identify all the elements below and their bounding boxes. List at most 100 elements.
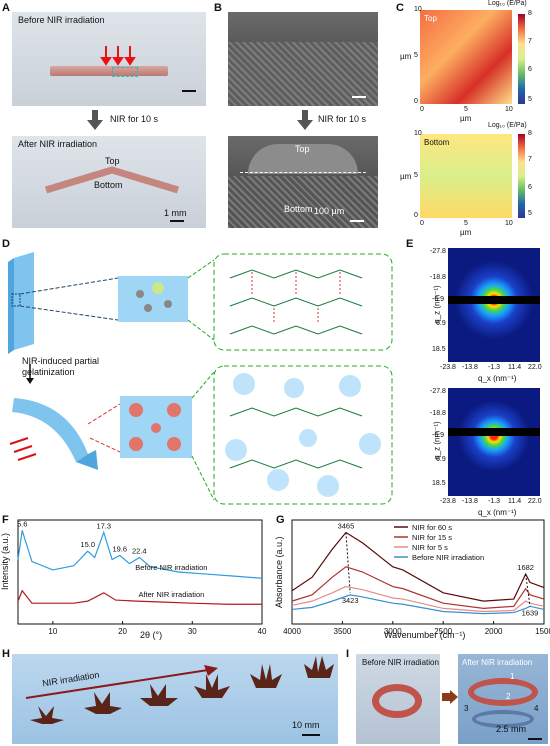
scale-label: 2.5 mm (496, 724, 527, 734)
plot-frame (291, 519, 545, 625)
x-tick-label: 20 (118, 627, 127, 636)
marker-number: 2 (506, 692, 511, 701)
scale-bar (170, 220, 184, 222)
ring-flat (372, 684, 422, 718)
y-tick: 10 (414, 130, 422, 137)
colorbar-tick: 8 (528, 10, 532, 17)
colorbar-tick: 6 (528, 66, 532, 73)
waxs-pattern-bottom (448, 388, 540, 496)
y-tick: 18.5 (432, 480, 446, 487)
colorbar-title: Log₁₀ (E/Pa) (488, 122, 527, 129)
scale-bar (350, 220, 364, 222)
ring-reflection (472, 710, 534, 728)
x-tick: 10 (505, 106, 513, 113)
panel-label-b: B (214, 2, 222, 14)
y-tick: 5 (414, 172, 418, 179)
x-tick: 0 (420, 106, 424, 113)
y-tick: 5 (414, 52, 418, 59)
y-tick: -27.8 (430, 248, 446, 255)
colorbar-tick: 6 (528, 184, 532, 191)
x-tick: -13.8 (462, 498, 478, 505)
marker-number: 1 (510, 672, 515, 681)
panel-label-g: G (276, 514, 285, 526)
scale-bar (302, 734, 320, 736)
x-tick-label: 4000 (283, 627, 301, 636)
series-label: After NIR irradiation (138, 590, 204, 599)
panel-label-f: F (2, 514, 9, 526)
panel-label-i: I (346, 648, 350, 660)
y-tick: -18.8 (430, 274, 446, 281)
x-tick-label: 30 (188, 627, 197, 636)
colorbar-tick: 5 (528, 210, 532, 217)
x-axis-label: 2θ (°) (140, 630, 163, 640)
chart-g: 400035003000250020001500NIR for 60 sNIR … (283, 519, 550, 636)
irradiation-arrow-icon (25, 665, 218, 699)
red-arrows-icon (100, 46, 136, 66)
label-before: Before NIR irradiation (18, 15, 105, 25)
down-arrow-icon (87, 110, 103, 130)
photo-i-before: Before NIR irradiation (356, 654, 440, 744)
x-tick: 10 (505, 220, 513, 227)
ring-bent (468, 678, 538, 706)
peak-label: 15.0 (80, 540, 95, 549)
x-axis-label: µm (460, 114, 472, 123)
right-arrow-icon (442, 690, 458, 704)
panel-label-h: H (2, 648, 10, 660)
x-tick-label: 3500 (334, 627, 352, 636)
marker-number: 4 (534, 704, 539, 713)
annotation: 1639 (522, 609, 539, 618)
y-tick: 6.9 (436, 456, 446, 463)
x-tick: -23.8 (440, 498, 456, 505)
panel-label-a: A (2, 2, 10, 14)
label-top: Top (295, 144, 310, 154)
peak-label: 19.6 (112, 544, 127, 553)
label-bottom: Bottom (284, 204, 313, 214)
photo-i-after: After NIR irradiation 1 2 3 4 2.5 mm (458, 654, 548, 744)
marker-number: 3 (464, 704, 469, 713)
scale-bar (352, 96, 366, 98)
colorbar (518, 14, 525, 104)
colorbar-tick: 5 (528, 96, 532, 103)
legend-label: NIR for 5 s (412, 543, 448, 552)
x-tick: 0 (420, 220, 424, 227)
down-arrow-icon (297, 110, 313, 130)
y-tick: 0 (414, 212, 418, 219)
annotation: 3423 (342, 596, 359, 605)
sem-image-before (228, 12, 378, 106)
x-tick: 22.0 (528, 364, 542, 371)
annotation: 3465 (338, 521, 355, 530)
afm-map-bottom: Bottom (420, 134, 512, 218)
y-tick: 18.5 (432, 346, 446, 353)
annotation: 1682 (517, 563, 534, 572)
x-tick-label: 3000 (384, 627, 402, 636)
colorbar-tick: 8 (528, 130, 532, 137)
y-axis-label: µm (400, 172, 412, 181)
label-before: Before NIR irradiation (362, 658, 439, 667)
y-axis-label: µm (400, 52, 412, 61)
y-tick: -6.9 (432, 296, 445, 303)
photo-a-after: After NIR irradiation Top Bottom 1 mm (12, 136, 206, 228)
x-tick: 5 (464, 220, 468, 227)
x-tick: -13.8 (462, 364, 478, 371)
y-tick: -18.8 (430, 410, 446, 417)
map-tag-top: Top (424, 14, 437, 23)
afm-map-top: Top (420, 10, 512, 104)
step-label-a: NIR for 10 s (110, 114, 159, 124)
label-after: After NIR irradiation (462, 658, 533, 667)
y-tick: -27.8 (430, 388, 446, 395)
label-bottom: Bottom (94, 180, 123, 190)
legend-label: NIR for 15 s (412, 533, 452, 542)
y-axis-label: Intensity (a.u.) (0, 532, 10, 590)
colorbar-tick: 7 (528, 156, 532, 163)
series-line (291, 594, 545, 615)
sem-image-after: Top Bottom 100 µm (228, 136, 378, 228)
x-tick: 11.4 (508, 364, 522, 371)
schematic-diagram (8, 252, 393, 505)
step-label-d: NIR-induced partial gelatinization (22, 356, 100, 377)
waxs-pattern-top (448, 248, 540, 362)
scale-bar (528, 738, 542, 740)
x-tick: -1.3 (488, 364, 501, 371)
peak-label: 22.4 (132, 546, 147, 555)
y-tick: 10 (414, 6, 422, 13)
step-label-b: NIR for 10 s (318, 114, 367, 124)
